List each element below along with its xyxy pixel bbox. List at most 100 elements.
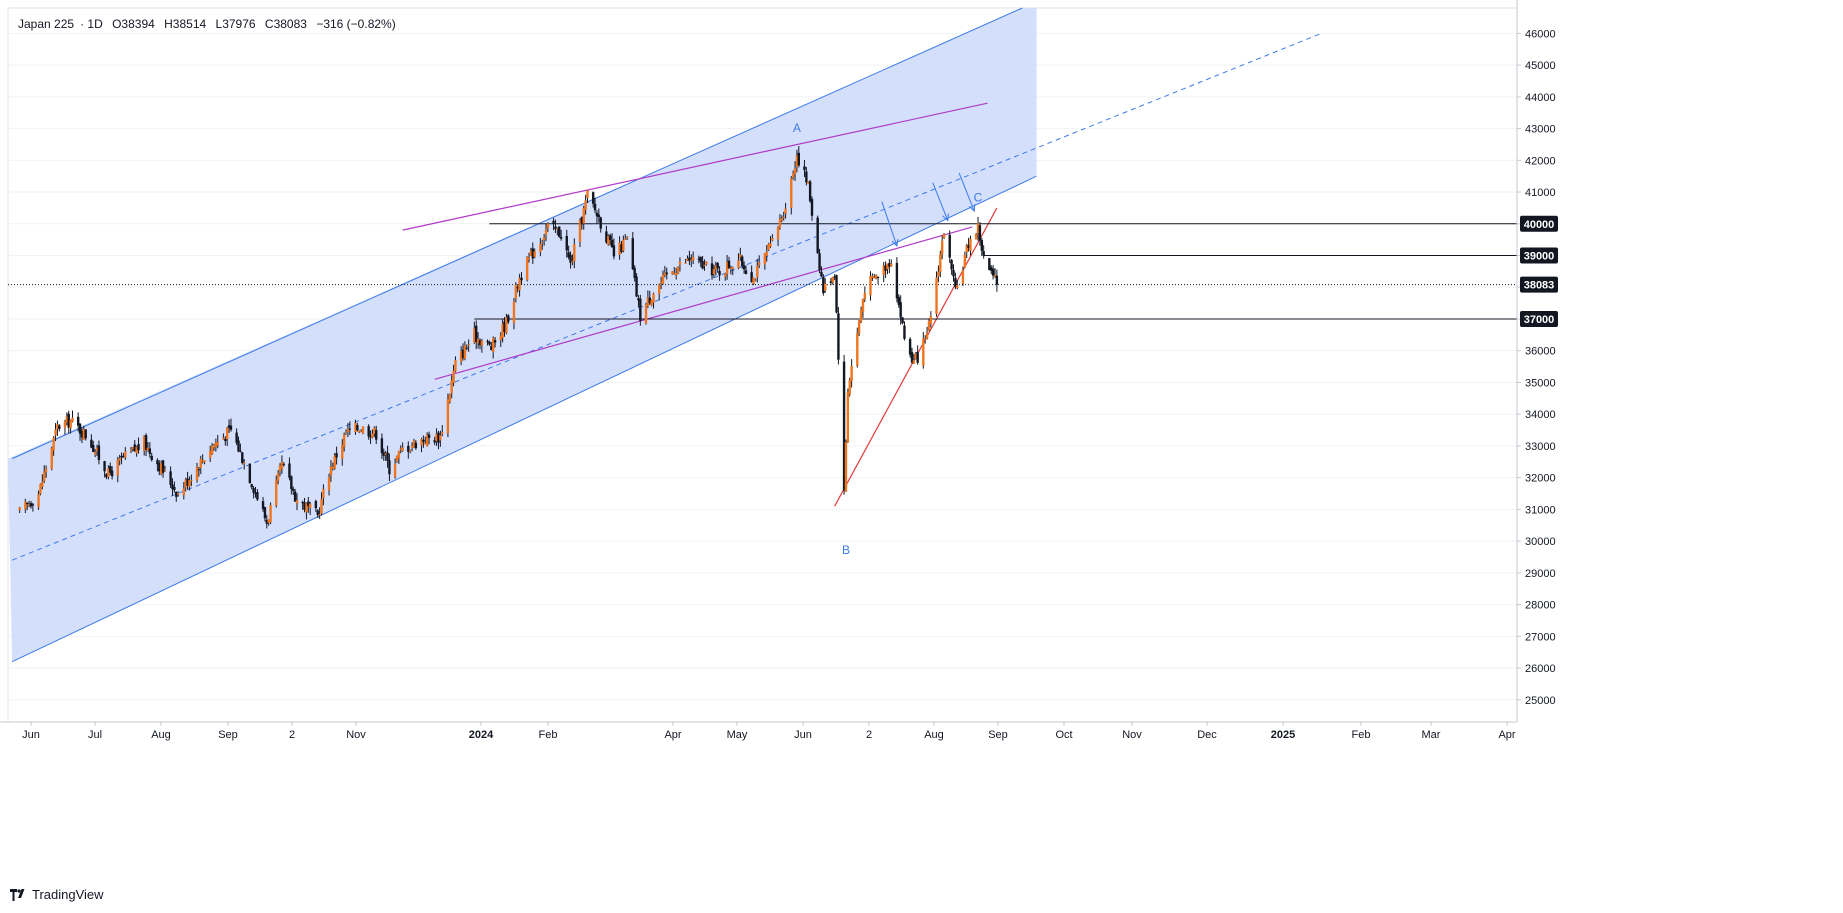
- candle: [608, 233, 612, 246]
- horizontal-levels[interactable]: [8, 223, 1517, 320]
- candle-body: [842, 361, 846, 491]
- x-tick-label: Sep: [988, 729, 1008, 741]
- price-label-37000[interactable]: 37000: [1520, 310, 1558, 327]
- candle-body: [322, 489, 325, 499]
- candle-body: [991, 268, 995, 276]
- candle-body: [969, 238, 972, 251]
- price-label-bg: [1520, 215, 1558, 232]
- candle: [529, 247, 533, 256]
- candle-body: [295, 500, 299, 504]
- candle: [631, 232, 634, 271]
- candle-body: [107, 468, 110, 477]
- y-tick-label: 46000: [1525, 28, 1556, 40]
- candle: [29, 500, 33, 509]
- candle: [899, 295, 902, 325]
- wedge-trendline[interactable]: [402, 102, 988, 231]
- price-axis[interactable]: 25000 26000 27000 28000 29000 30000 31000 32000…: [1516, 0, 1558, 722]
- candle-body: [554, 226, 557, 230]
- candle-body: [358, 430, 361, 433]
- candle: [818, 248, 821, 274]
- candle-body: [859, 310, 863, 322]
- candle-body: [876, 276, 880, 278]
- candle: [265, 514, 269, 529]
- candle: [63, 419, 67, 435]
- candle: [954, 272, 957, 290]
- candle: [573, 238, 576, 269]
- candle: [637, 295, 640, 308]
- candle: [646, 290, 650, 309]
- y-tick-label: 32000: [1525, 473, 1556, 485]
- candle: [433, 436, 436, 446]
- candle-body: [639, 298, 642, 321]
- candle: [120, 452, 123, 465]
- candle-body: [644, 304, 648, 324]
- candle-body: [382, 452, 385, 456]
- candle: [188, 476, 191, 491]
- candle: [480, 338, 484, 353]
- candle: [463, 341, 467, 361]
- interval[interactable]: 1D: [87, 17, 103, 31]
- x-tick-label: May: [727, 729, 748, 741]
- candle-body: [309, 503, 312, 509]
- candle-body: [569, 255, 572, 263]
- candle: [50, 446, 53, 471]
- candle-body: [714, 265, 717, 270]
- candle-body: [265, 520, 269, 524]
- candle-body: [584, 200, 587, 210]
- candle: [439, 430, 442, 447]
- time-axis[interactable]: Jun Jul Aug Sep 2 Nov 2024 Feb Apr May Jun 2 Aug Sep O…: [0, 721, 1517, 741]
- candle-body: [375, 430, 378, 440]
- candle-body: [250, 484, 253, 488]
- candle: [824, 278, 827, 293]
- candle: [341, 439, 344, 466]
- candle-body: [925, 332, 929, 339]
- pointer-arrow: [881, 201, 899, 248]
- candle: [43, 465, 46, 483]
- wave-label-B: B: [842, 543, 850, 557]
- candle: [186, 471, 189, 490]
- candle: [65, 412, 69, 426]
- candle: [414, 440, 418, 450]
- candle: [159, 460, 163, 476]
- candle: [741, 255, 744, 269]
- candle-body: [39, 484, 42, 494]
- candle: [980, 237, 983, 257]
- candle: [356, 422, 359, 432]
- tradingview-brand[interactable]: TradingView: [10, 887, 104, 902]
- arrow-shaft: [932, 182, 949, 221]
- y-tick-label: 36000: [1525, 346, 1556, 358]
- price-label-38083[interactable]: 38083: [1520, 276, 1558, 293]
- candle-body: [467, 344, 470, 346]
- y-tick-label: 29000: [1525, 568, 1556, 580]
- channel-upper-line[interactable]: [11, 7, 1023, 460]
- price-label-39000[interactable]: 39000: [1520, 247, 1558, 264]
- candle-body: [886, 263, 889, 270]
- candle-body: [176, 493, 180, 495]
- wedge-trendline[interactable]: [434, 226, 973, 380]
- price-label-40000[interactable]: 40000: [1520, 215, 1558, 232]
- candle: [303, 497, 306, 513]
- candle: [848, 377, 851, 397]
- candle: [697, 255, 701, 264]
- symbol-name[interactable]: Japan 225: [18, 17, 75, 31]
- candle-body: [305, 503, 308, 513]
- channel-median-line[interactable]: [11, 32, 1322, 561]
- x-tick-label: Sep: [218, 729, 238, 741]
- candle: [599, 216, 602, 233]
- candle-body: [424, 443, 427, 445]
- candle: [137, 437, 140, 454]
- candle-body: [95, 447, 99, 452]
- y-tick-label: 25000: [1525, 695, 1556, 707]
- candle: [412, 438, 416, 448]
- candle: [705, 261, 708, 266]
- candle-body: [380, 438, 384, 453]
- candle-body: [344, 433, 348, 435]
- candle: [229, 418, 233, 432]
- candle-body: [216, 441, 219, 446]
- candle: [622, 235, 625, 253]
- candle: [503, 317, 506, 337]
- candle-body: [158, 463, 161, 472]
- regression-channel[interactable]: [8, 7, 1322, 663]
- candle-body: [184, 479, 187, 488]
